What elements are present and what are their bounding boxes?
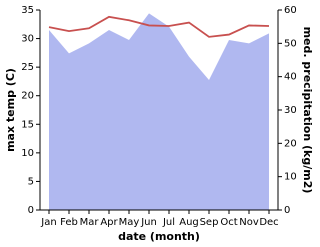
x-tick-label: Oct (220, 217, 237, 228)
y2-tick-label: 10 (284, 172, 297, 183)
x-tick-label: Mar (80, 217, 100, 228)
temp-line (48, 15, 270, 38)
x-tick-label: Jun (140, 217, 157, 228)
y-tick-label: 20 (21, 91, 34, 102)
y-axis-title: max temp (C) (4, 68, 17, 152)
y2-tick-label: 30 (284, 105, 297, 116)
x-tick-label: Feb (60, 217, 78, 228)
y-tick-label: 5 (28, 176, 34, 187)
x-tick-label: Jul (162, 217, 175, 228)
y2-axis-title: med. precipitation (kg/m2) (301, 27, 314, 194)
x-tick-label: Aug (179, 217, 199, 228)
x-tick-label: May (119, 217, 140, 228)
x-tick-label: Jan (40, 217, 56, 228)
x-tick-label: Nov (239, 217, 259, 228)
y-tick-label: 35 (21, 5, 34, 16)
y2-tick-label: 40 (284, 72, 297, 83)
y-tick-label: 15 (21, 119, 34, 130)
x-tick-label: Apr (100, 217, 118, 228)
y-tick-label: 25 (21, 62, 34, 73)
x-tick-label: Sep (200, 217, 219, 228)
y2-tick-label: 60 (284, 5, 297, 16)
y-tick-label: 10 (21, 148, 34, 159)
x-tick-label: Dec (259, 217, 278, 228)
y2-tick-label: 50 (284, 38, 297, 49)
y2-tick-label: 20 (284, 138, 297, 149)
x-axis-title: date (month) (118, 230, 200, 243)
precip-area (49, 13, 269, 211)
y2-tick-label: 0 (284, 205, 290, 216)
y-tick-label: 30 (21, 34, 34, 45)
y-tick-label: 0 (28, 205, 34, 216)
